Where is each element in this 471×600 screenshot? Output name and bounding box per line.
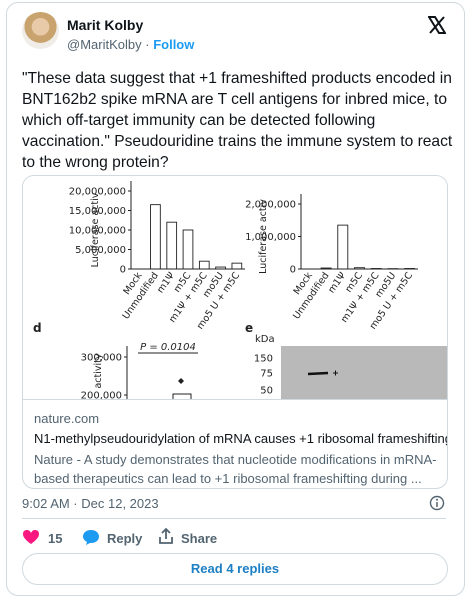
y-tick-label: 1,000,000 [245,232,296,243]
y-tick-label: 0 [120,265,126,276]
y-tick-label: 2,000,000 [245,200,296,211]
bar [166,221,178,270]
marker-label: 50 [260,386,273,397]
link-card[interactable]: 0 5,000,000 10,000,000 15,000,000 20,000,000… [22,175,448,489]
p-value: P = 0.0104 [140,342,196,353]
bar [150,204,161,270]
y-tick-label: 15,000,000 [69,206,126,217]
bar [354,267,365,270]
card-title: N1-methylpseudouridylation of mRNA cause… [34,431,448,446]
bar [182,229,194,270]
follow[interactable]: Follow [153,37,195,52]
y-tick-label: 5,000,000 [75,245,126,256]
panel-letter: e [245,321,253,335]
gel-band [307,371,329,376]
panel-letter: d [33,321,42,335]
gel [281,346,447,399]
info-icon[interactable] [429,495,445,511]
y-tick-label: 10,000,000 [69,226,126,237]
tweet [6,2,465,596]
timestamp[interactable]: 9:02 AM · Dec 12, 2023 [22,496,159,511]
like-count: 15 [48,531,63,546]
x-logo[interactable] [428,16,446,34]
y-tick-label: 0 [290,265,296,276]
asterisk [333,370,338,376]
y-axis-label: Luciferase activ [258,199,269,274]
share[interactable]: Share [181,531,218,546]
reply-icon[interactable] [82,528,100,546]
y-tick-label: 20,000,000 [69,187,126,198]
reply[interactable]: Reply [107,531,143,546]
author-name[interactable]: Marit Kolby [67,17,144,33]
unit: kDa [255,334,275,345]
bar [198,260,210,270]
heart-icon[interactable] [22,528,40,546]
share-icon[interactable] [157,527,175,545]
tweet-text: "These data suggest that +1 frameshifted… [22,70,453,171]
point [178,378,184,384]
y-tick-label: 300,000 [81,353,122,364]
y-axis-label: Luciferase activ [90,192,101,267]
divider [22,518,446,519]
handle[interactable]: @MaritKolby [67,37,142,52]
bar-partial [172,393,192,399]
marker-label: 75 [260,369,273,380]
separator: · [145,37,150,52]
bar [231,262,243,270]
card-domain: nature.com [34,411,100,426]
marker-label: 150 [254,354,273,365]
author-line: @MaritKolby · Follow [67,37,194,52]
avatar[interactable] [22,12,59,49]
card-image: 0 5,000,000 10,000,000 15,000,000 20,000,000… [23,176,447,401]
y-axis-label: activity [93,353,104,388]
bar [215,266,226,270]
y-tick-label: 200,000 [81,391,122,401]
card-description: Nature - A study demonstrates that nucle… [34,452,437,486]
read-replies-button[interactable]: Read 4 replies [22,553,448,585]
read-replies: Read 4 replies [190,561,280,576]
bar [320,267,332,270]
bar [337,224,349,270]
